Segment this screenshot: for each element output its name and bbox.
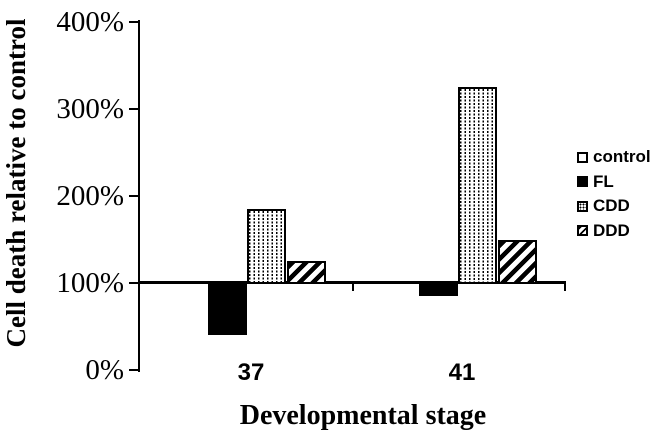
legend-item-cdd: CDD (577, 194, 630, 218)
x-axis-title: Developmental stage (239, 400, 487, 431)
bar-cdd-stage-41 (458, 87, 497, 284)
y-tick-mark-300 (129, 108, 140, 110)
y-tick-label-200: 200% (56, 180, 124, 212)
bar-ddd-stage-37 (286, 261, 326, 284)
legend-item-fl: FL (577, 170, 614, 194)
x-tick-mark-1 (564, 283, 566, 291)
legend-item-ddd: DDD (577, 219, 630, 243)
bar-ddd-stage-41 (497, 239, 537, 284)
y-tick-label-300: 300% (56, 93, 124, 125)
x-axis-baseline (138, 281, 566, 284)
y-tick-mark-0 (129, 369, 140, 371)
y-axis-title: Cell death relative to control (1, 18, 31, 348)
legend-label-cdd: CDD (593, 196, 630, 215)
x-category-label-41: 41 (448, 359, 476, 386)
y-tick-label-400: 400% (56, 6, 124, 38)
legend-marker-ddd-icon (577, 225, 588, 236)
legend-marker-cdd-icon (577, 200, 588, 212)
legend-label-control: control (593, 147, 651, 166)
legend-marker-fl-icon (577, 176, 588, 187)
legend-marker-control-icon (577, 151, 588, 163)
x-tick-mark-0 (352, 283, 354, 291)
y-tick-mark-200 (129, 195, 140, 197)
legend-item-control: control (577, 145, 651, 169)
x-category-label-37: 37 (237, 359, 265, 386)
bar-cdd-stage-37 (247, 209, 286, 284)
y-tick-label-100: 100% (56, 267, 124, 299)
bar-fl-stage-41 (418, 282, 458, 297)
y-tick-mark-100 (129, 282, 140, 284)
legend-label-fl: FL (593, 171, 614, 191)
y-tick-mark-400 (129, 21, 140, 23)
bar-fl-stage-37 (207, 282, 247, 336)
y-tick-label-0: 0% (85, 354, 124, 386)
legend-label-ddd: DDD (593, 220, 630, 240)
